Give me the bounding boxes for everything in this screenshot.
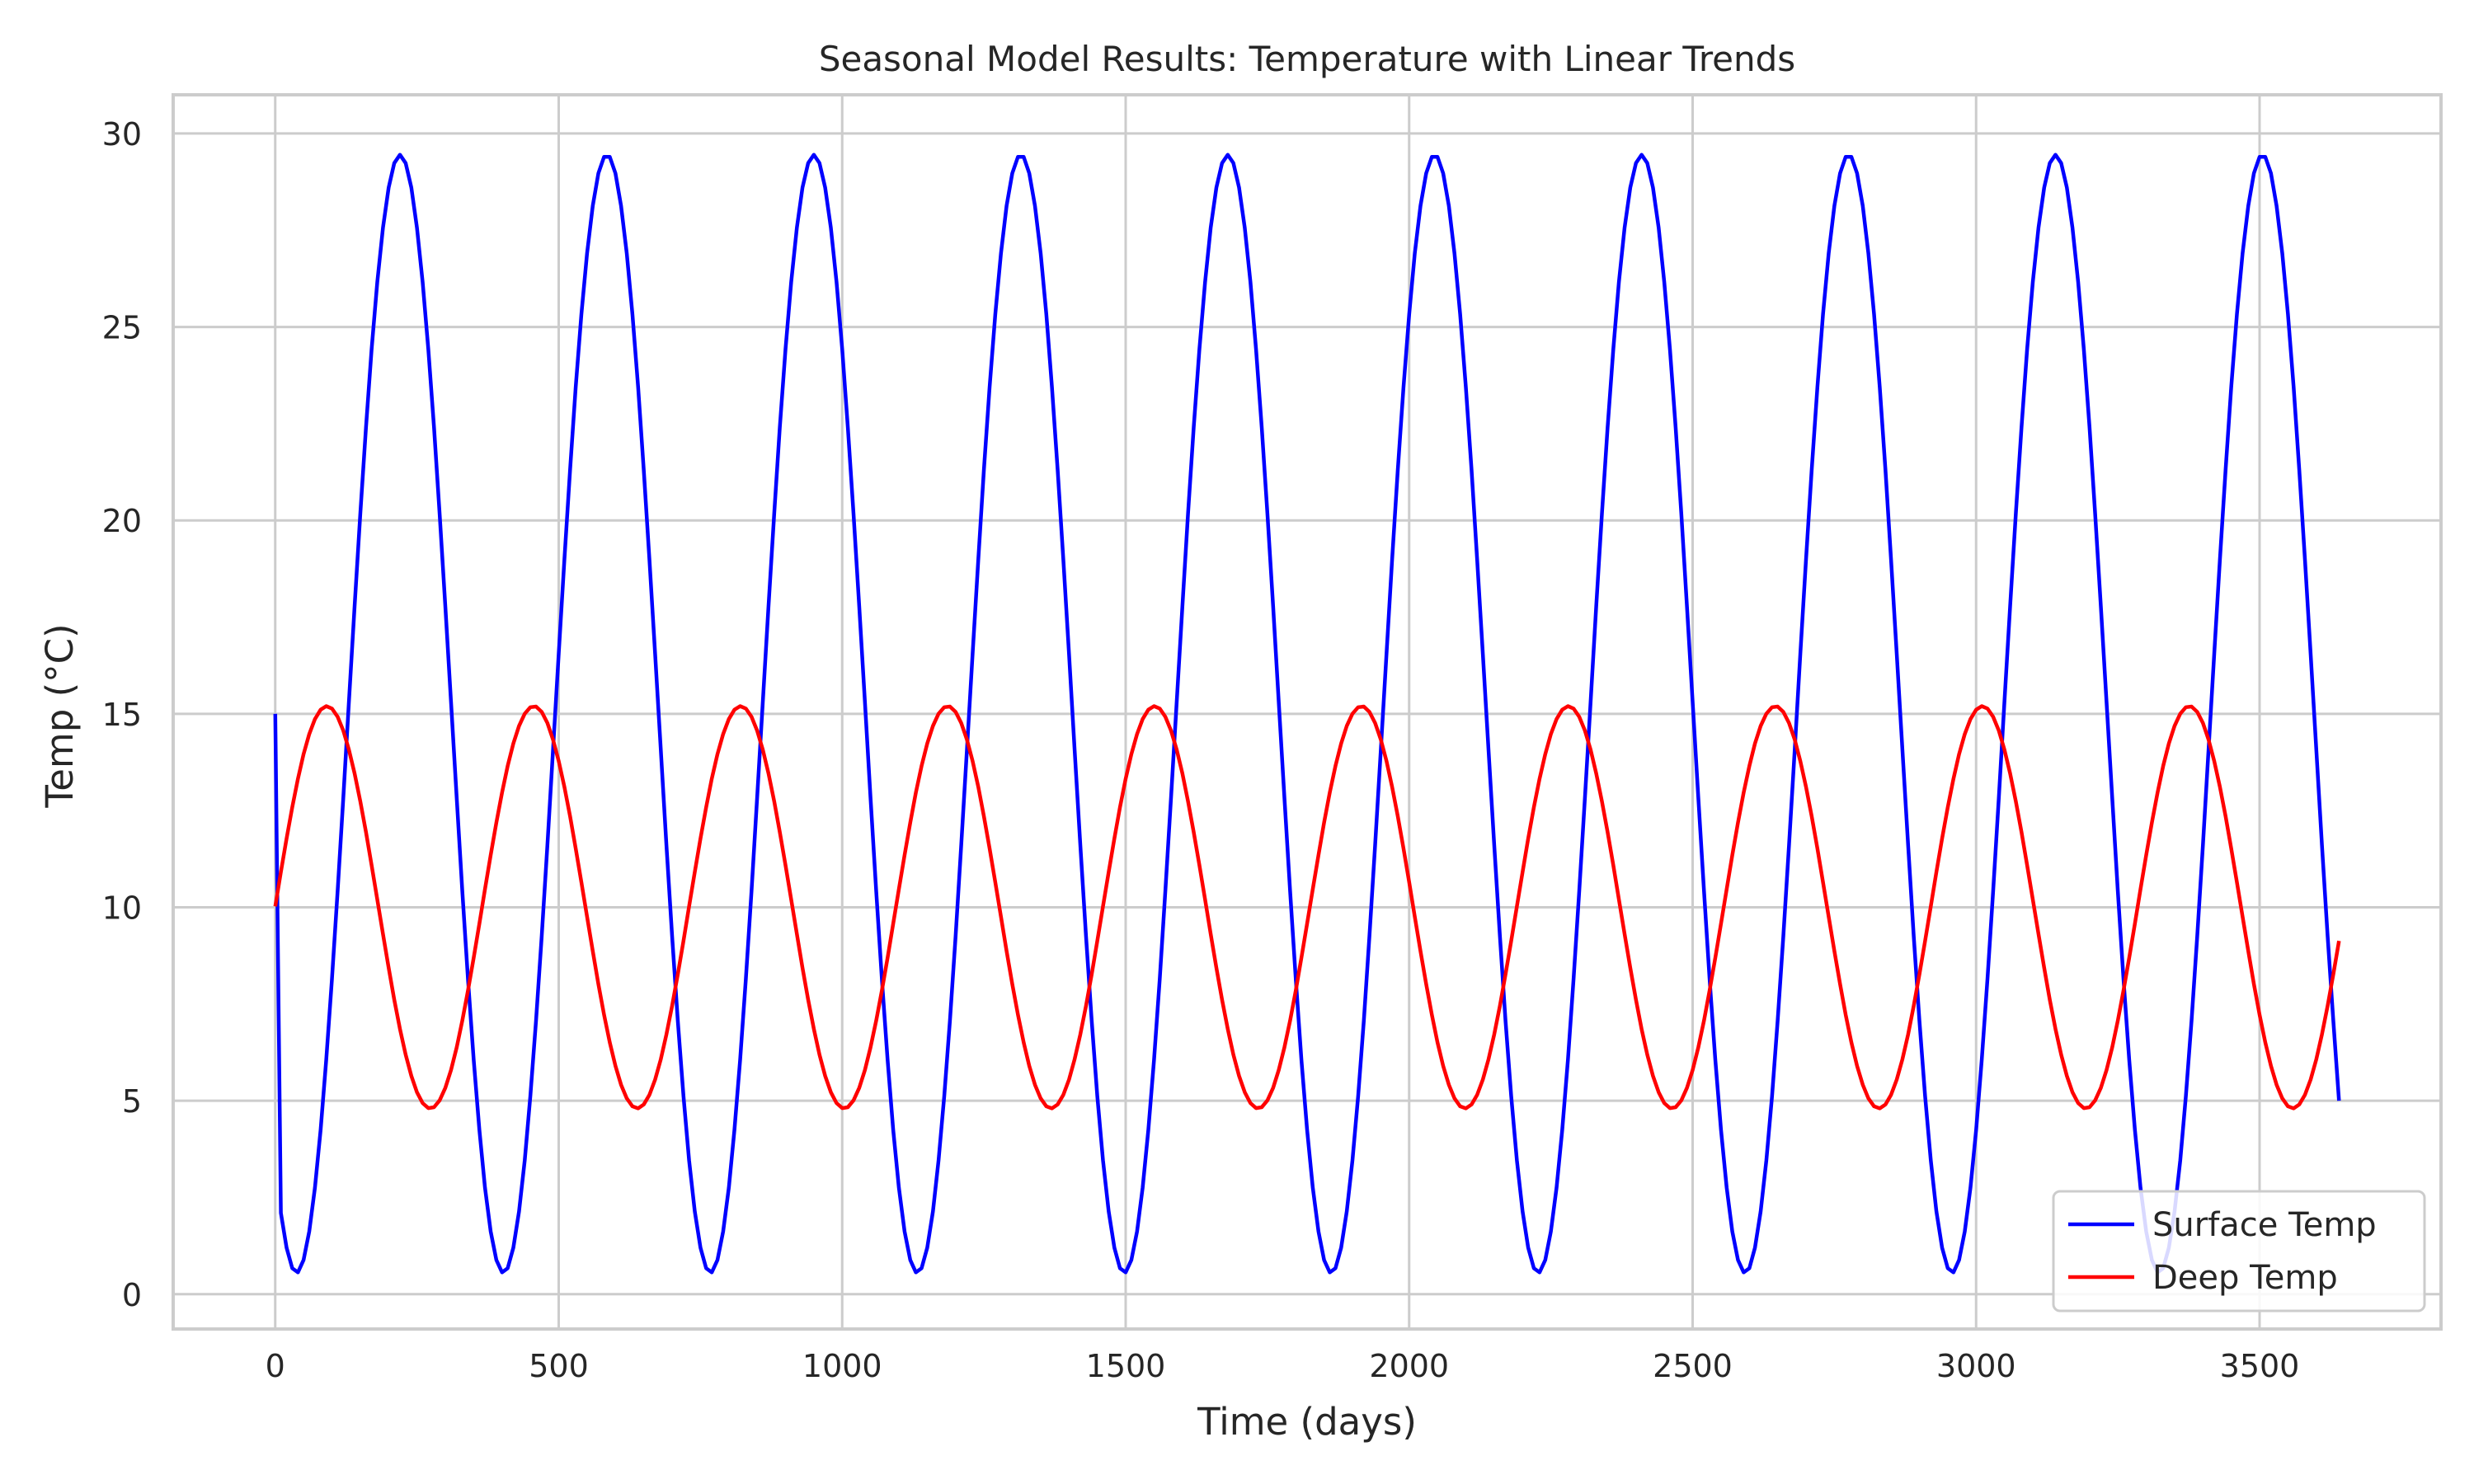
legend: Surface Temp Deep Temp [2052,1190,2426,1313]
legend-label-deep-temp: Deep Temp [2152,1259,2338,1297]
x-tick-label: 1500 [1086,1348,1166,1384]
y-tick-label: 20 [102,503,142,539]
legend-label-surface-temp: Surface Temp [2152,1206,2377,1244]
y-tick-label: 5 [122,1083,142,1120]
x-tick-label: 3000 [1936,1348,2016,1384]
x-tick-label: 3500 [2220,1348,2300,1384]
x-axis-label: Time (days) [1197,1400,1417,1444]
grid-lines [173,95,2441,1329]
legend-box [2052,1190,2426,1313]
y-tick-label: 0 [122,1277,142,1313]
series-line-deep-temp [273,704,2341,1111]
chart-title: Seasonal Model Results: Temperature with… [819,39,1795,79]
series-layer [273,153,2341,1275]
x-tick-label: 0 [266,1348,285,1384]
x-tick-label: 500 [529,1348,589,1384]
x-tick-label: 2500 [1653,1348,1733,1384]
plot-area-frame [172,93,2443,1331]
y-tick-label: 15 [102,697,142,733]
series-line-surface-temp [273,153,2341,1275]
y-tick-label: 30 [102,116,142,153]
tick-labels: 0 500 1000 1500 2000 2500 3000 3500 0 5 10 15 20 25 30 [102,116,2300,1384]
y-tick-label: 10 [102,890,142,926]
x-tick-label: 1000 [802,1348,882,1384]
x-tick-label: 2000 [1369,1348,1449,1384]
y-axis-label: Temp (°C) [38,623,82,808]
y-tick-label: 25 [102,310,142,346]
